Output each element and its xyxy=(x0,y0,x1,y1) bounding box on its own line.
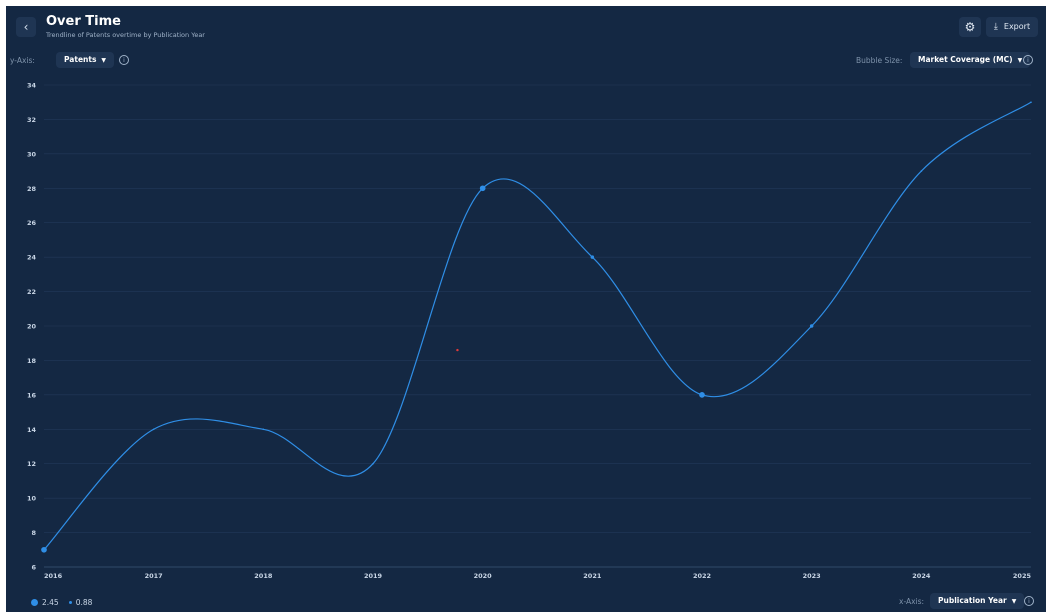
y-axis-select[interactable]: Patents ▼ xyxy=(56,52,115,68)
x-tick-label: 2017 xyxy=(145,572,163,580)
y-tick-label: 16 xyxy=(27,391,37,399)
x-tick-label: 2018 xyxy=(254,572,273,580)
export-button[interactable]: ⤓ Export xyxy=(986,17,1038,37)
x-tick-label: 2020 xyxy=(474,572,493,580)
y-tick-label: 6 xyxy=(31,564,36,572)
series-line xyxy=(43,101,1032,551)
x-axis-tick-labels: 2016 2017 2018 2019 2020 2021 2022 2023 2024 2025 xyxy=(44,572,1031,580)
y-tick-label: 24 xyxy=(27,254,37,262)
data-point-2020[interactable] xyxy=(479,185,486,192)
x-axis-select-value: Publication Year xyxy=(938,596,1007,605)
x-axis-info-icon[interactable]: i xyxy=(1024,596,1034,606)
grid-lines xyxy=(44,84,1031,568)
caret-down-icon: ▼ xyxy=(101,57,107,64)
data-point-2019[interactable] xyxy=(372,462,374,465)
data-point-2018[interactable] xyxy=(262,428,265,431)
y-tick-label: 8 xyxy=(31,529,36,537)
y-tick-label: 20 xyxy=(27,323,37,331)
legend-large-value: 2.45 xyxy=(42,597,59,607)
y-tick-label: 18 xyxy=(27,357,37,365)
data-points xyxy=(41,101,1032,553)
export-label: Export xyxy=(1003,22,1031,31)
x-tick-label: 2021 xyxy=(583,572,602,580)
bubble-size-select-value: Market Coverage (MC) xyxy=(918,55,1013,64)
bubble-legend: 2.45 0.88 xyxy=(31,597,92,607)
download-icon: ⤓ xyxy=(993,22,998,32)
legend-small-value: 0.88 xyxy=(75,597,93,607)
y-axis-select-value: Patents xyxy=(64,55,97,64)
chart-panel: ‹ Over Time Trendline of Patents overtim… xyxy=(6,6,1046,612)
page-title: Over Time xyxy=(46,14,121,29)
legend-large-bubble xyxy=(31,598,38,606)
y-tick-label: 12 xyxy=(27,460,36,468)
caret-down-icon: ▼ xyxy=(1017,57,1023,64)
y-tick-label: 28 xyxy=(27,185,37,193)
gear-icon: ⚙ xyxy=(964,20,976,34)
settings-button[interactable]: ⚙ xyxy=(959,17,981,37)
x-tick-label: 2025 xyxy=(1013,572,1032,580)
data-point-2024[interactable] xyxy=(920,170,923,172)
data-point-2017[interactable] xyxy=(152,428,155,431)
y-tick-label: 26 xyxy=(27,219,37,227)
x-axis-select[interactable]: Publication Year ▼ xyxy=(930,593,1025,609)
outlier-point xyxy=(456,348,459,352)
x-tick-label: 2024 xyxy=(912,572,931,580)
x-tick-label: 2019 xyxy=(364,572,383,580)
y-axis-info-icon[interactable]: i xyxy=(119,55,129,65)
bubble-size-label: Bubble Size: xyxy=(856,56,903,65)
y-tick-label: 22 xyxy=(27,288,36,296)
data-point-2016[interactable] xyxy=(41,546,47,553)
data-point-2025[interactable] xyxy=(1030,101,1032,104)
y-axis-tick-labels: 6 8 10 12 14 16 18 20 22 24 26 28 30 32 34 xyxy=(27,82,37,572)
y-tick-label: 14 xyxy=(27,426,37,434)
bubble-size-info-icon[interactable]: i xyxy=(1023,55,1033,65)
x-axis-label: x-Axis: xyxy=(899,597,925,606)
y-axis-label: y-Axis: xyxy=(10,56,35,65)
bubble-size-select[interactable]: Market Coverage (MC) ▼ xyxy=(910,52,1031,68)
back-button[interactable]: ‹ xyxy=(16,17,36,37)
y-tick-label: 10 xyxy=(27,495,37,503)
chevron-left-icon: ‹ xyxy=(23,20,29,34)
data-point-2021[interactable] xyxy=(590,255,595,259)
legend-small-bubble xyxy=(68,600,72,604)
data-point-2022[interactable] xyxy=(699,392,705,398)
x-tick-label: 2022 xyxy=(693,572,711,580)
page-subtitle: Trendline of Patents overtime by Publica… xyxy=(46,31,205,39)
x-tick-label: 2023 xyxy=(803,572,821,580)
y-tick-label: 32 xyxy=(27,116,36,124)
y-tick-label: 34 xyxy=(27,82,37,90)
caret-down-icon: ▼ xyxy=(1011,598,1017,605)
y-tick-label: 30 xyxy=(27,150,37,158)
data-point-2023[interactable] xyxy=(809,324,814,328)
x-tick-label: 2016 xyxy=(44,572,63,580)
